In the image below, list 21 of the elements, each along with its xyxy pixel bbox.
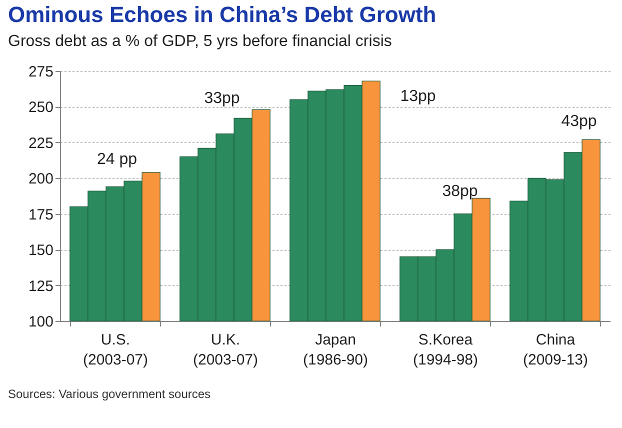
chart-title: Ominous Echoes in China’s Debt Growth (8, 2, 436, 27)
y-tick-label: 150 (28, 242, 54, 260)
y-tick-label: 250 (28, 99, 54, 116)
y-tick-label: 225 (28, 134, 54, 152)
chart-subtitle: Gross debt as a % of GDP, 5 yrs before financial crisis (8, 33, 392, 50)
x-tick-label: U.S. (2003-07) (82, 332, 148, 368)
x-tick-label: China (2009-13) (522, 332, 588, 368)
x-tick-label: S.Korea (1994-98) (412, 332, 478, 368)
y-tick-label: 200 (28, 170, 54, 188)
annotation: 43pp (561, 113, 597, 130)
x-tick-label: U.K. (2003-07) (192, 332, 258, 368)
annotation: 13pp (400, 88, 436, 105)
y-tick-label: 125 (28, 278, 54, 295)
x-tick-label: Japan (1986-90) (302, 332, 368, 368)
y-tick-label: 100 (28, 314, 54, 330)
source-note: Sources: Various government sources (8, 387, 211, 401)
annotation: 24 pp (96, 151, 138, 168)
annotation: 33pp (204, 90, 240, 107)
annotation: 38pp (442, 183, 478, 200)
y-tick-label: 275 (28, 64, 54, 80)
y-tick-label: 175 (28, 206, 54, 224)
